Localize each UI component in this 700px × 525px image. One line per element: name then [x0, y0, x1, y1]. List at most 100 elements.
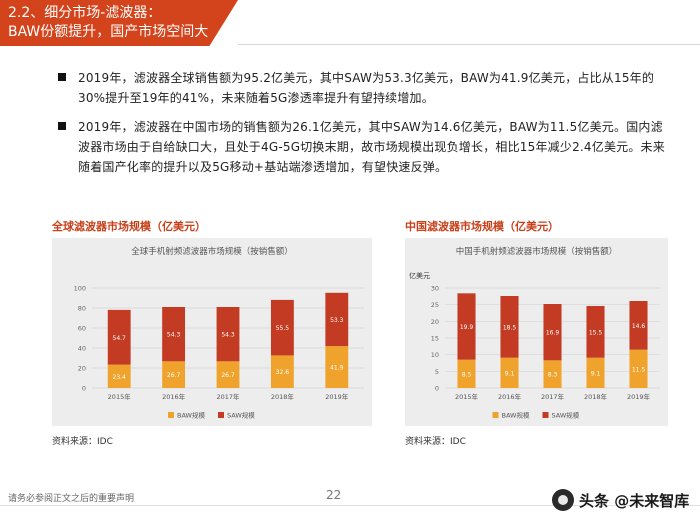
page-number: 22	[326, 488, 342, 502]
legend-label: BAW规模	[502, 411, 530, 420]
x-tick-label: 2018年	[271, 392, 295, 401]
china-filter-chart: 中国手机射频滤波器市场规模（按销售额） 亿美元 0 5 10 15 20 25 30 8.5 19.…	[409, 246, 660, 420]
y-tick-label: 0	[82, 385, 86, 393]
data-label: 41.9	[330, 365, 344, 372]
chart-card: 中国手机射频滤波器市场规模（按销售额） 亿美元 0 5 10 15 20 25 30 8.5 19.…	[405, 238, 668, 426]
bar-saw	[457, 293, 476, 360]
bar-saw	[629, 301, 648, 350]
chart-heading: 全球滤波器市场规模（亿美元）	[52, 220, 206, 233]
legend-swatch	[168, 412, 174, 418]
data-label: 15.5	[589, 329, 603, 336]
bar-baw	[543, 360, 562, 388]
y-tick-label: 15	[431, 335, 439, 343]
bar-saw	[586, 306, 605, 358]
data-label: 54.3	[167, 332, 181, 339]
chart-source: 资料来源：IDC	[52, 437, 113, 447]
y-tick-label: 80	[78, 305, 86, 313]
y-tick-label: 100	[74, 285, 86, 293]
disclaimer-note: 请务必参阅正文之后的重要声明	[8, 494, 135, 504]
bar-baw	[457, 359, 476, 388]
bar-baw	[107, 364, 131, 388]
chart-heading: 中国滤波器市场规模（亿美元）	[405, 220, 559, 233]
x-tick-label: 2016年	[162, 392, 186, 401]
title-banner: 2.2、细分市场-滤波器： BAW份额提升，国产市场空间大	[0, 0, 238, 46]
legend-label: SAW规模	[552, 411, 580, 420]
bullet-item: 2019年，滤波器全球销售额为95.2亿美元，其中SAW为53.3亿美元，BAW…	[58, 68, 668, 108]
x-tick-label: 2019年	[325, 392, 349, 401]
data-label: 9.1	[591, 370, 601, 377]
bar-baw	[629, 349, 648, 388]
bar-baw	[500, 357, 519, 388]
x-tick-label: 2019年	[627, 392, 651, 401]
data-label: 18.5	[503, 324, 517, 331]
x-tick-label: 2017年	[216, 392, 240, 401]
data-label: 14.6	[632, 323, 646, 330]
global-filter-chart: 全球手机射频滤波器市场规模（按销售额） 0 20 40 60 80 100 23.4 54.7 2…	[74, 246, 364, 420]
legend-swatch	[492, 412, 499, 418]
y-tick-label: 60	[78, 325, 86, 333]
bullet-square-icon	[58, 122, 66, 130]
chart-card: 全球手机射频滤波器市场规模（按销售额） 0 20 40 60 80 100 23.4 54.7 2…	[52, 238, 372, 426]
bullet-item: 2019年，滤波器在中国市场的销售额为26.1亿美元，其中SAW为14.6亿美元…	[58, 117, 668, 177]
y-tick-label: 5	[435, 368, 439, 376]
bar-saw	[216, 307, 240, 362]
bar-saw	[500, 296, 519, 358]
page-title-line2: BAW份额提升，国产市场空间大	[8, 24, 209, 40]
data-label: 32.6	[276, 369, 290, 376]
data-label: 16.9	[546, 330, 560, 337]
chart-title: 中国手机射频滤波器市场规模（按销售额）	[456, 246, 618, 257]
legend-label: BAW规模	[177, 411, 205, 420]
y-tick-label: 20	[78, 365, 86, 373]
y-tick-label: 30	[431, 285, 439, 293]
y-tick-label: 0	[435, 385, 439, 393]
global-chart-block: 全球滤波器市场规模（亿美元） 全球手机射频滤波器市场规模（按销售额） 0 20 40 6…	[52, 218, 372, 447]
chart-title: 全球手机射频滤波器市场规模（按销售额）	[131, 246, 293, 257]
y-tick-label: 20	[431, 318, 439, 326]
bar-saw	[162, 307, 186, 362]
data-label: 23.4	[113, 374, 127, 381]
data-label: 54.7	[113, 335, 127, 342]
bar-baw	[162, 361, 186, 388]
chart-source: 资料来源：IDC	[405, 437, 466, 447]
bullet-text: 2019年，滤波器全球销售额为95.2亿美元，其中SAW为53.3亿美元，BAW…	[78, 71, 655, 105]
data-label: 26.7	[221, 372, 235, 379]
data-label: 55.5	[276, 325, 290, 332]
data-label: 8.3	[548, 372, 558, 379]
bullet-text: 2019年，滤波器在中国市场的销售额为26.1亿美元，其中SAW为14.6亿美元…	[78, 120, 665, 174]
bar-baw	[216, 361, 240, 388]
y-tick-label: 10	[431, 351, 439, 359]
bar-baw	[325, 346, 349, 388]
x-tick-label: 2015年	[455, 392, 479, 401]
y-tick-label: 40	[78, 345, 86, 353]
data-label: 11.5	[632, 366, 646, 373]
bar-saw	[270, 299, 294, 356]
x-tick-label: 2018年	[584, 392, 608, 401]
legend-swatch	[218, 412, 224, 418]
page-title-line1: 2.2、细分市场-滤波器：	[8, 5, 162, 21]
bar-saw	[107, 309, 131, 365]
bar-saw	[325, 292, 349, 347]
data-label: 53.3	[330, 317, 344, 324]
watermark: 头条 @未来智库	[552, 480, 700, 520]
data-label: 54.3	[221, 332, 235, 339]
legend-label: SAW规模	[227, 411, 255, 420]
x-tick-label: 2017年	[541, 392, 565, 401]
data-label: 26.7	[167, 372, 181, 379]
legend-swatch	[542, 412, 549, 418]
bar-baw	[270, 355, 294, 388]
y-tick-label: 25	[431, 301, 439, 309]
watermark-logo-icon	[552, 489, 574, 511]
bullet-square-icon	[58, 73, 66, 81]
data-label: 19.9	[460, 324, 474, 331]
bar-baw	[586, 357, 605, 388]
bar-saw	[543, 304, 562, 361]
watermark-text: 头条 @未来智库	[579, 491, 690, 510]
footer-divider	[0, 505, 700, 506]
china-chart-block: 中国滤波器市场规模（亿美元） 中国手机射频滤波器市场规模（按销售额） 亿美元 0 5 1…	[405, 218, 668, 447]
x-tick-label: 2016年	[498, 392, 522, 401]
bullet-list: 2019年，滤波器全球销售额为95.2亿美元，其中SAW为53.3亿美元，BAW…	[58, 68, 668, 186]
data-label: 8.5	[462, 371, 472, 378]
y-axis-label: 亿美元	[409, 271, 430, 280]
data-label: 9.1	[505, 370, 515, 377]
x-tick-label: 2015年	[108, 392, 132, 401]
